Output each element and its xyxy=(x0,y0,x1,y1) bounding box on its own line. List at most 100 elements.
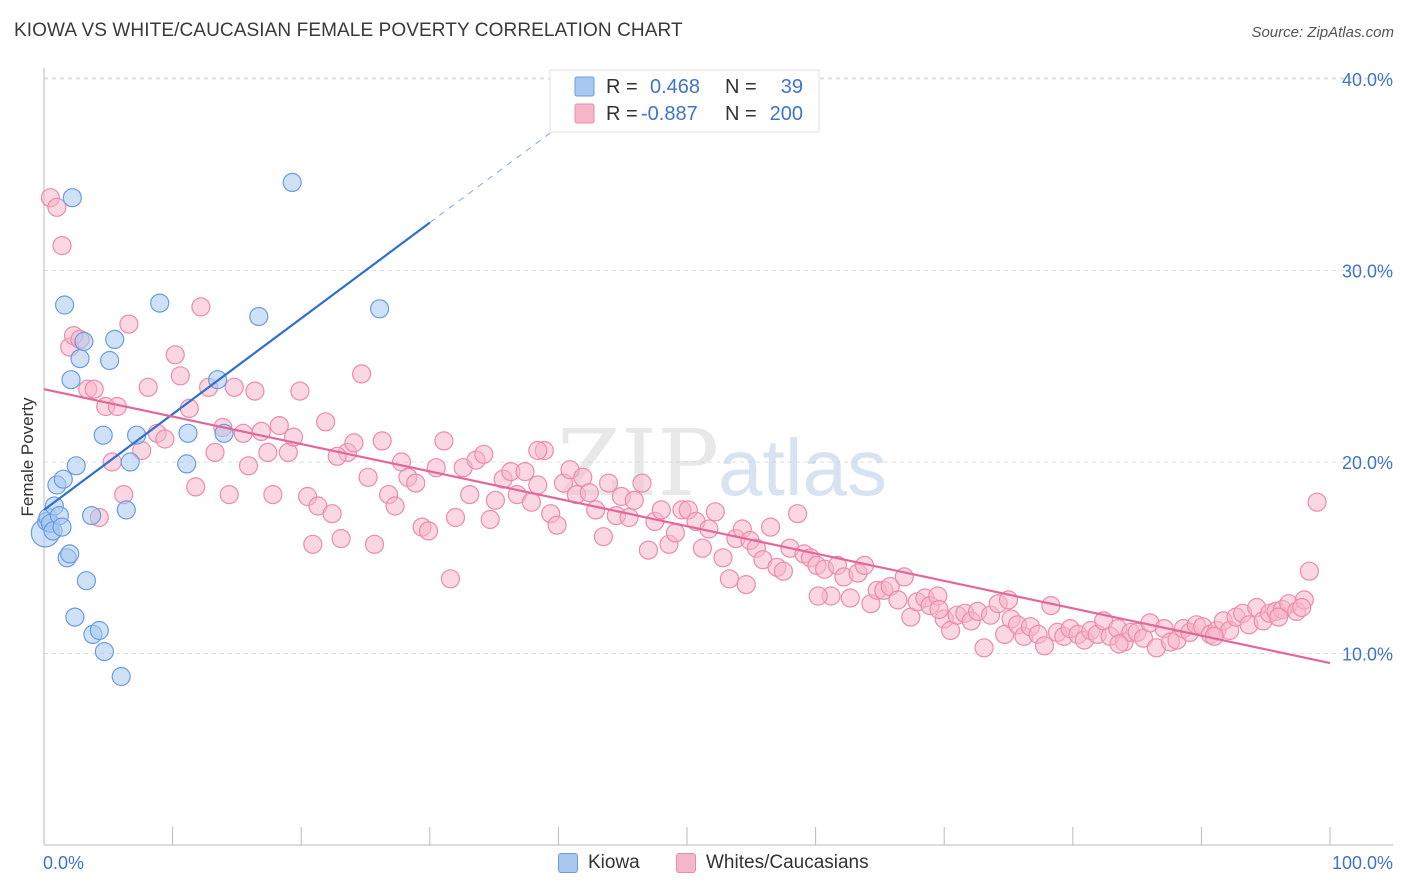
whites-point-109 xyxy=(773,561,794,581)
kiowa-point-31 xyxy=(150,293,170,313)
legend-n-value-2: 200 xyxy=(770,103,803,125)
whites-point-1 xyxy=(47,197,67,217)
kiowa-point-23 xyxy=(93,425,113,445)
whites-point-83 xyxy=(598,473,619,493)
bottom-legend-kiowa: Kiowa xyxy=(558,852,640,874)
whites-point-192 xyxy=(736,574,756,595)
legend-swatch-kiowa xyxy=(574,76,595,97)
y-tick-label-0: 10.0% xyxy=(1342,645,1393,665)
whites-point-198 xyxy=(1268,607,1289,627)
watermark: ZIP atlas xyxy=(557,410,887,517)
kiowa-point-9 xyxy=(53,469,73,489)
whites-point-45 xyxy=(344,433,364,453)
x-tick-max: 100.0% xyxy=(1332,853,1393,873)
whites-point-13 xyxy=(119,314,139,334)
y-tick-label-1: 20.0% xyxy=(1342,453,1393,473)
whites-point-19 xyxy=(170,366,190,386)
whites-point-93 xyxy=(665,523,686,543)
whites-point-75 xyxy=(547,515,567,535)
kiowa-point-27 xyxy=(111,666,131,687)
whites-point-101 xyxy=(719,569,740,589)
kiowa-point-28 xyxy=(116,500,136,520)
whites-point-107 xyxy=(760,517,781,537)
whites-point-72 xyxy=(528,475,548,495)
whites-point-65 xyxy=(480,509,500,530)
whites-point-81 xyxy=(586,500,606,520)
whites-point-64 xyxy=(474,444,494,464)
legend-n-value-1: 39 xyxy=(781,76,803,98)
kiowa-point-36 xyxy=(249,306,269,327)
whites-point-188 xyxy=(1299,561,1320,581)
bottom-legend: Kiowa Whites/Caucasians xyxy=(0,851,1406,881)
gridlines xyxy=(44,77,1393,654)
whites-point-196 xyxy=(1109,634,1129,654)
chart-title: KIOWA VS WHITE/CAUCASIAN FEMALE POVERTY … xyxy=(14,20,683,41)
whites-point-27 xyxy=(224,377,244,397)
kiowa-point-14 xyxy=(61,370,81,390)
kiowa-point-8 xyxy=(52,517,72,537)
kiowa-point-26 xyxy=(105,329,125,349)
whites-point-100 xyxy=(713,548,733,568)
legend-r-label-2: R = xyxy=(606,103,638,125)
kiowa-trendline xyxy=(43,221,431,511)
legend-n-label-2: N = xyxy=(725,103,757,125)
kiowa-points xyxy=(30,172,390,687)
y-tick-label-3: 40.0% xyxy=(1342,70,1393,90)
watermark-atlas: atlas xyxy=(718,423,887,512)
whites-point-111 xyxy=(787,504,808,524)
whites-point-148 xyxy=(1034,636,1055,656)
whites-point-26 xyxy=(219,485,239,505)
x-tick-min: 0.0% xyxy=(43,853,84,873)
whites-point-119 xyxy=(840,588,860,608)
stats-legend: R = 0.468 N = 39 R = -0.887 N = 200 xyxy=(549,69,820,133)
whites-point-48 xyxy=(364,534,385,554)
whites-point-58 xyxy=(434,431,454,451)
whites-point-91 xyxy=(651,500,671,520)
kiowa-label: Kiowa xyxy=(588,852,640,873)
y-axis-label: Female Poverty xyxy=(18,397,37,517)
whites-point-82 xyxy=(593,527,614,547)
whites-point-39 xyxy=(303,534,323,554)
whites-point-88 xyxy=(632,473,652,493)
bottom-legend-whites: Whites/Caucasians xyxy=(676,852,869,874)
whites-point-51 xyxy=(385,496,405,516)
whites-point-194 xyxy=(929,599,949,620)
kiowa-point-15 xyxy=(66,456,86,476)
whites-point-71 xyxy=(521,492,542,512)
kiowa-swatch xyxy=(558,853,578,873)
legend-r-value-2: -0.887 xyxy=(641,103,698,125)
kiowa-point-22 xyxy=(89,620,109,641)
kiowa-point-20 xyxy=(81,505,102,526)
whites-point-54 xyxy=(406,473,426,493)
kiowa-point-16 xyxy=(65,607,85,627)
whites-point-126 xyxy=(888,590,908,610)
kiowa-point-37 xyxy=(282,172,302,192)
whites-point-139 xyxy=(974,638,994,658)
legend-swatch-whites xyxy=(574,103,595,124)
whites-trendline xyxy=(43,388,1331,665)
whites-point-62 xyxy=(460,485,480,505)
kiowa-point-18 xyxy=(74,331,94,351)
kiowa-point-33 xyxy=(177,454,197,474)
whites-point-32 xyxy=(258,442,278,462)
y-tick-labels: 10.0% 20.0% 30.0% 40.0% xyxy=(1342,70,1393,665)
whites-point-47 xyxy=(358,467,378,487)
whites-point-7 xyxy=(84,379,104,399)
whites-point-17 xyxy=(155,429,175,449)
kiowa-trendline-extension xyxy=(429,116,572,224)
whites-point-24 xyxy=(205,442,225,462)
whites-point-30 xyxy=(245,381,265,401)
whites-point-18 xyxy=(165,345,185,365)
whites-point-2 xyxy=(52,236,72,256)
kiowa-point-12 xyxy=(60,544,80,564)
kiowa-point-24 xyxy=(94,641,115,662)
whites-point-37 xyxy=(290,381,310,401)
whites-point-70 xyxy=(515,462,535,482)
whites-point-22 xyxy=(191,297,211,317)
whites-point-46 xyxy=(352,364,372,384)
whites-point-189 xyxy=(1307,492,1327,512)
whites-point-89 xyxy=(638,540,659,560)
legend-r-value-1: 0.468 xyxy=(650,76,700,98)
whites-point-34 xyxy=(269,416,289,436)
